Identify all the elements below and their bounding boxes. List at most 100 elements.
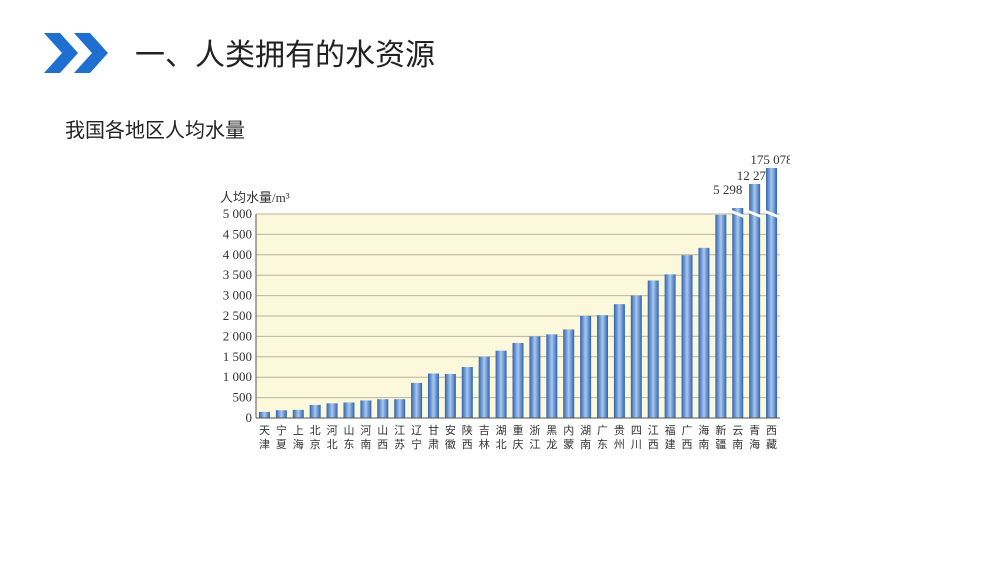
x-tick-label: 内 <box>563 423 574 437</box>
x-tick-label: 四 <box>631 424 642 437</box>
x-tick-label: 吉 <box>479 424 490 437</box>
section-subtitle: 我国各地区人均水量 <box>65 118 245 142</box>
bar <box>529 336 541 418</box>
x-tick-label: 重 <box>513 423 524 437</box>
x-tick-label: 疆 <box>715 438 726 451</box>
x-tick-label: 河 <box>327 424 338 437</box>
bar <box>766 168 778 418</box>
x-tick-label: 南 <box>732 438 743 451</box>
x-tick-label: 建 <box>665 437 676 451</box>
x-tick-label: 川 <box>631 438 642 451</box>
x-tick-label: 津 <box>259 438 270 451</box>
y-tick-label: 2 500 <box>223 308 252 323</box>
x-tick-label: 西 <box>682 438 693 451</box>
data-label: 175 078 <box>750 152 790 167</box>
bar <box>749 184 761 418</box>
bar <box>461 367 473 418</box>
bar <box>563 329 575 418</box>
x-tick-label: 蒙 <box>563 438 574 451</box>
bar <box>326 403 338 418</box>
x-tick-label: 天 <box>259 424 270 437</box>
bar <box>411 382 423 418</box>
double-chevron-right-icon <box>44 33 108 73</box>
bar <box>613 304 625 418</box>
x-tick-label: 徽 <box>445 437 456 451</box>
x-tick-label: 辽 <box>411 424 422 437</box>
bar <box>343 402 355 418</box>
x-tick-label: 陕 <box>462 423 473 437</box>
x-tick-label: 青 <box>749 424 760 437</box>
bar <box>664 274 676 418</box>
x-tick-label: 北 <box>327 438 338 451</box>
water-per-capita-chart: 人均水量/m³ 0 500 1 000 1 500 2 000 2 500 3 000 3 50… <box>220 152 790 451</box>
axis-break-mark <box>729 209 746 219</box>
x-tick-label: 宁 <box>411 437 422 451</box>
x-tick-label: 肃 <box>428 438 439 451</box>
x-tick-label: 山 <box>343 424 354 437</box>
bar <box>427 373 439 418</box>
x-tick-label: 庆 <box>513 437 524 451</box>
x-tick-label: 海 <box>698 423 709 437</box>
x-tick-label: 东 <box>343 438 354 451</box>
x-tick-label: 江 <box>394 424 405 437</box>
bar <box>512 342 524 418</box>
y-tick-label: 3 500 <box>223 267 252 282</box>
x-tick-label: 河 <box>360 424 371 437</box>
x-tick-label: 江 <box>648 424 659 437</box>
x-tick-label: 湖 <box>580 424 591 437</box>
y-tick-label: 3 000 <box>223 288 252 303</box>
bar <box>377 399 389 418</box>
x-tick-label: 江 <box>529 438 540 451</box>
bar <box>258 411 270 418</box>
x-tick-label: 州 <box>614 438 625 451</box>
x-tick-label: 西 <box>462 438 473 451</box>
x-tick-label: 西 <box>648 438 659 451</box>
bar <box>360 400 372 418</box>
x-tick-label: 苏 <box>394 438 405 451</box>
y-tick-label: 1 500 <box>223 349 252 364</box>
x-tick-label: 西 <box>766 424 777 437</box>
x-tick-label: 新 <box>715 423 726 437</box>
y-tick-label: 500 <box>233 390 253 405</box>
y-tick-label: 5 000 <box>223 206 252 221</box>
bar <box>478 356 490 418</box>
x-tick-label: 广 <box>682 424 693 437</box>
x-tick-label: 云 <box>732 424 743 437</box>
x-tick-label: 南 <box>580 438 591 451</box>
x-tick-label: 福 <box>665 423 676 437</box>
bar <box>630 295 642 418</box>
x-tick-label: 宁 <box>276 423 287 437</box>
x-tick-label: 北 <box>310 424 321 437</box>
x-tick-label: 黑 <box>546 424 557 437</box>
x-tick-label: 北 <box>496 438 507 451</box>
x-tick-label: 甘 <box>428 424 439 437</box>
bar <box>309 404 321 418</box>
bar <box>394 399 406 418</box>
bar <box>732 208 744 418</box>
data-label: 5 298 <box>713 182 742 197</box>
bar <box>444 373 456 418</box>
x-tick-label: 东 <box>597 438 608 451</box>
x-tick-label: 京 <box>310 437 321 451</box>
bar <box>546 334 558 418</box>
bar <box>681 255 693 418</box>
bar <box>597 315 609 418</box>
x-tick-label: 夏 <box>276 438 287 451</box>
bar <box>715 214 727 418</box>
x-tick-label: 浙 <box>529 424 540 437</box>
bar <box>698 247 710 418</box>
y-tick-label: 2 000 <box>223 328 252 343</box>
x-tick-label: 林 <box>479 437 490 451</box>
x-tick-label: 海 <box>293 437 304 451</box>
y-tick-label: 1 000 <box>223 369 252 384</box>
x-tick-label: 安 <box>445 423 456 437</box>
y-tick-label: 4 000 <box>223 247 252 262</box>
x-tick-label: 上 <box>293 424 304 437</box>
x-tick-label: 湖 <box>496 424 507 437</box>
x-tick-label: 山 <box>377 424 388 437</box>
data-label: 12 278 <box>737 168 773 183</box>
x-tick-label: 藏 <box>766 438 777 451</box>
bar <box>580 316 592 418</box>
x-tick-label: 贵 <box>614 424 625 437</box>
x-tick-label: 广 <box>597 424 608 437</box>
